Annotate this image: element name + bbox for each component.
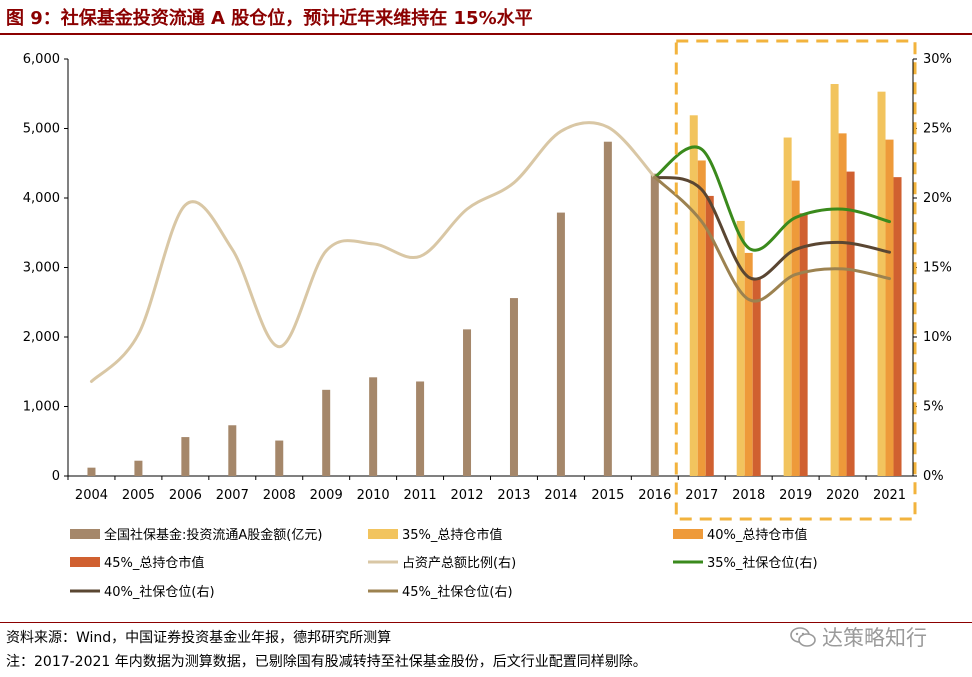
bar: [885, 139, 894, 476]
line-45pct-position: [653, 175, 892, 303]
legend-label: 40%_总持仓市值: [707, 527, 807, 543]
y-right-tick-label: 15%: [923, 261, 952, 276]
bar: [603, 141, 612, 476]
y-right-tick-label: 10%: [923, 330, 952, 345]
bar: [181, 437, 190, 476]
bar: [416, 381, 425, 476]
bar: [783, 137, 792, 476]
bar: [134, 460, 143, 476]
x-tick-label: 2019: [779, 488, 812, 503]
x-tick-label: 2013: [497, 488, 530, 503]
legend-swatch: [368, 529, 398, 539]
y-right-tick-label: 20%: [923, 191, 952, 206]
footer-divider: [0, 622, 972, 623]
y-left-tick-label: 2,000: [23, 330, 60, 345]
watermark-text: 达策略知行: [822, 626, 927, 650]
source-note: 资料来源：Wind，中国证券投资基金业年报，德邦研究所测算: [6, 630, 392, 646]
y-right-tick-label: 30%: [923, 52, 952, 67]
y-left-tick-label: 0: [52, 469, 60, 484]
legend-swatch: [70, 529, 100, 539]
bar: [322, 389, 331, 476]
bar: [752, 277, 761, 476]
x-tick-label: 2008: [263, 488, 296, 503]
bar: [830, 84, 839, 476]
legend-swatch: [673, 529, 703, 539]
y-left-tick-label: 1,000: [23, 400, 60, 415]
x-tick-label: 2014: [544, 488, 577, 503]
line-40pct-position: [653, 175, 892, 281]
footnote: 注：2017-2021 年内数据为测算数据，已剔除国有股减转持至社保基金股份，后…: [6, 654, 647, 670]
wechat-icon: [790, 627, 816, 647]
bar: [556, 212, 565, 476]
x-tick-label: 2016: [638, 488, 671, 503]
bar: [736, 220, 745, 476]
bar: [705, 195, 714, 477]
y-left-tick-label: 5,000: [23, 122, 60, 137]
x-tick-label: 2020: [826, 488, 859, 503]
legend-label: 全国社保基金:投资流通A股金额(亿元): [104, 527, 322, 543]
legend-label: 40%_社保仓位(右): [104, 584, 215, 600]
line-35pct-position: [653, 145, 892, 252]
x-tick-label: 2004: [75, 488, 108, 503]
legend-label: 35%_总持仓市值: [402, 527, 502, 543]
y-left-tick-label: 3,000: [23, 261, 60, 276]
x-tick-label: 2021: [873, 488, 906, 503]
x-tick-label: 2012: [450, 488, 483, 503]
bar: [744, 252, 753, 476]
x-tick-label: 2006: [169, 488, 202, 503]
x-tick-label: 2007: [216, 488, 249, 503]
y-right-tick-label: 0%: [923, 469, 944, 484]
bar: [87, 467, 96, 476]
bar: [228, 425, 237, 476]
bar: [275, 440, 284, 476]
bar: [697, 160, 706, 476]
bar: [846, 171, 855, 476]
chart: 0 1,000 2,000 3,000 4,000 5,000 6,000 0% 5% 10% 15…: [23, 39, 952, 600]
legend-label: 45%_总持仓市值: [104, 555, 204, 571]
title-divider: [0, 33, 972, 35]
y-left-tick-label: 4,000: [23, 191, 60, 206]
bar: [369, 377, 378, 476]
x-tick-label: 2009: [310, 488, 343, 503]
bar: [650, 173, 659, 477]
bar: [509, 298, 518, 476]
x-tick-label: 2005: [122, 488, 155, 503]
line-asset-ratio: [89, 121, 657, 383]
legend-label: 35%_社保仓位(右): [707, 555, 818, 571]
y-right-tick-label: 5%: [923, 400, 944, 415]
legend-label: 占资产总额比例(右): [402, 556, 516, 571]
watermark: 达策略知行: [790, 622, 927, 652]
x-tick-label: 2018: [732, 488, 765, 503]
bar: [893, 177, 902, 476]
figure-title: 图 9：社保基金投资流通 A 股仓位，预计近年来维持在 15%水平: [6, 8, 533, 29]
bar: [877, 91, 886, 476]
x-tick-label: 2011: [404, 488, 437, 503]
x-tick-label: 2015: [591, 488, 624, 503]
bar: [838, 133, 847, 476]
bar: [463, 329, 472, 476]
x-tick-label: 2010: [357, 488, 390, 503]
y-left-tick-label: 6,000: [23, 52, 60, 67]
bar: [689, 115, 698, 477]
legend-label: 45%_社保仓位(右): [402, 584, 513, 600]
legend-swatch: [70, 557, 100, 567]
x-tick-label: 2017: [685, 488, 718, 503]
bar: [791, 180, 800, 476]
y-right-tick-label: 25%: [923, 122, 952, 137]
bar: [799, 213, 808, 477]
